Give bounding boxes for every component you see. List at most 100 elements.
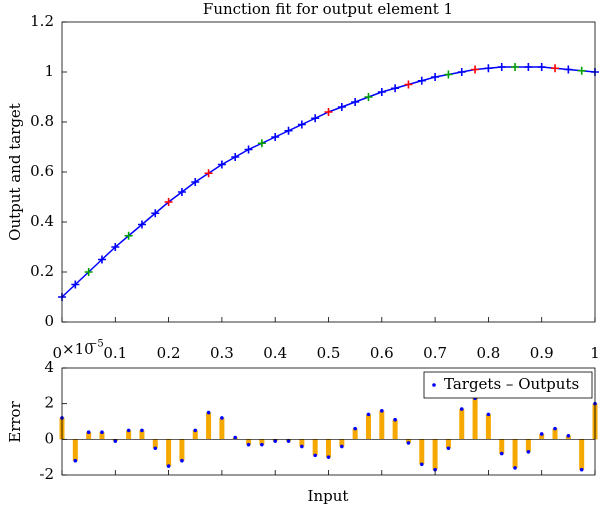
error-point: [566, 433, 571, 438]
error-point: [86, 430, 91, 435]
data-point: [137, 220, 146, 229]
error-bar: [539, 433, 545, 440]
error-bar: [326, 439, 331, 458]
error-point: [340, 444, 344, 449]
data-point: [564, 65, 573, 74]
error-point: [180, 458, 184, 463]
error-point: [433, 467, 437, 472]
x-tick-label: 0.1: [103, 344, 127, 362]
data-point: [324, 108, 333, 116]
y-tick-label: 0: [44, 429, 54, 447]
error-point: [126, 428, 131, 433]
error-point: [286, 439, 291, 443]
x-multiplier: ×10: [62, 340, 94, 358]
y-tick-label: 0.2: [30, 262, 54, 280]
data-point: [497, 63, 506, 71]
error-bar: [206, 412, 212, 440]
data-point: [217, 160, 226, 169]
data-point: [391, 84, 400, 93]
error-point: [246, 442, 251, 447]
error-point: [366, 412, 371, 417]
data-point: [471, 65, 480, 74]
data-point: [337, 103, 346, 111]
error-point: [353, 426, 357, 431]
error-bar: [379, 410, 385, 440]
data-point: [511, 63, 520, 71]
error-point: [579, 467, 584, 472]
y-tick-label: -2: [39, 465, 54, 483]
data-point: [577, 66, 586, 75]
error-point: [100, 430, 104, 435]
error-point: [300, 444, 304, 449]
error-bar: [512, 439, 518, 468]
legend-box: [423, 371, 593, 399]
error-bar: [312, 439, 318, 456]
data-point: [177, 188, 186, 196]
error-point: [553, 426, 557, 431]
error-point: [313, 453, 317, 458]
error-bar: [99, 432, 105, 440]
error-bar: [246, 439, 252, 445]
x-tick-label: 0.9: [530, 344, 554, 362]
error-bar: [299, 439, 305, 447]
data-point: [111, 243, 120, 251]
data-point: [124, 231, 133, 240]
data-point: [257, 139, 266, 148]
error-point: [513, 466, 517, 470]
error-point: [206, 410, 211, 415]
error-bar: [339, 439, 345, 447]
data-point: [164, 198, 173, 206]
error-bar: [259, 439, 265, 445]
error-bar: [485, 414, 491, 440]
data-point: [364, 93, 373, 101]
error-bar: [472, 398, 478, 440]
error-point: [273, 439, 278, 443]
data-point: [524, 63, 533, 71]
data-point: [404, 80, 413, 89]
x-multiplier-exponent: −5: [89, 339, 104, 350]
error-point: [140, 428, 144, 433]
data-point: [97, 255, 106, 264]
error-bar: [86, 432, 92, 440]
error-point: [233, 435, 238, 440]
legend-marker: [432, 383, 436, 387]
error-bar: [525, 439, 531, 452]
data-point: [351, 98, 360, 106]
data-point: [551, 64, 560, 73]
x-tick-label: 0: [52, 344, 62, 362]
error-point: [406, 441, 411, 445]
data-point: [284, 126, 293, 135]
x-tick-label: 0.4: [263, 344, 287, 362]
data-point: [311, 114, 320, 123]
y-axis-label: Error: [6, 400, 24, 442]
error-bar: [152, 439, 158, 449]
legend-label: Targets – Outputs: [444, 375, 579, 393]
error-point: [260, 442, 264, 447]
error-bar: [445, 439, 451, 449]
y-tick-label: 0: [44, 312, 54, 330]
error-point: [166, 464, 171, 468]
data-point: [231, 153, 240, 161]
data-point: [204, 169, 213, 178]
error-bar: [365, 414, 371, 440]
error-point: [380, 409, 384, 413]
data-point: [537, 63, 546, 71]
error-point: [539, 432, 544, 436]
data-point: [71, 280, 80, 289]
data-point: [191, 178, 200, 186]
x-axis-label: Input: [308, 487, 349, 505]
x-tick-label: 0.6: [370, 344, 394, 362]
x-tick-label: 1: [590, 344, 600, 362]
error-bar: [166, 439, 172, 467]
data-point: [151, 209, 160, 218]
error-point: [526, 450, 531, 454]
y-tick-label: 1.2: [30, 12, 54, 30]
error-bar: [192, 430, 198, 440]
y-tick-label: 0.4: [30, 212, 54, 230]
error-point: [153, 446, 158, 451]
data-point: [377, 88, 386, 96]
error-point: [419, 462, 424, 467]
x-tick-label: 0.7: [423, 344, 447, 362]
y-tick-label: 4: [44, 358, 54, 376]
